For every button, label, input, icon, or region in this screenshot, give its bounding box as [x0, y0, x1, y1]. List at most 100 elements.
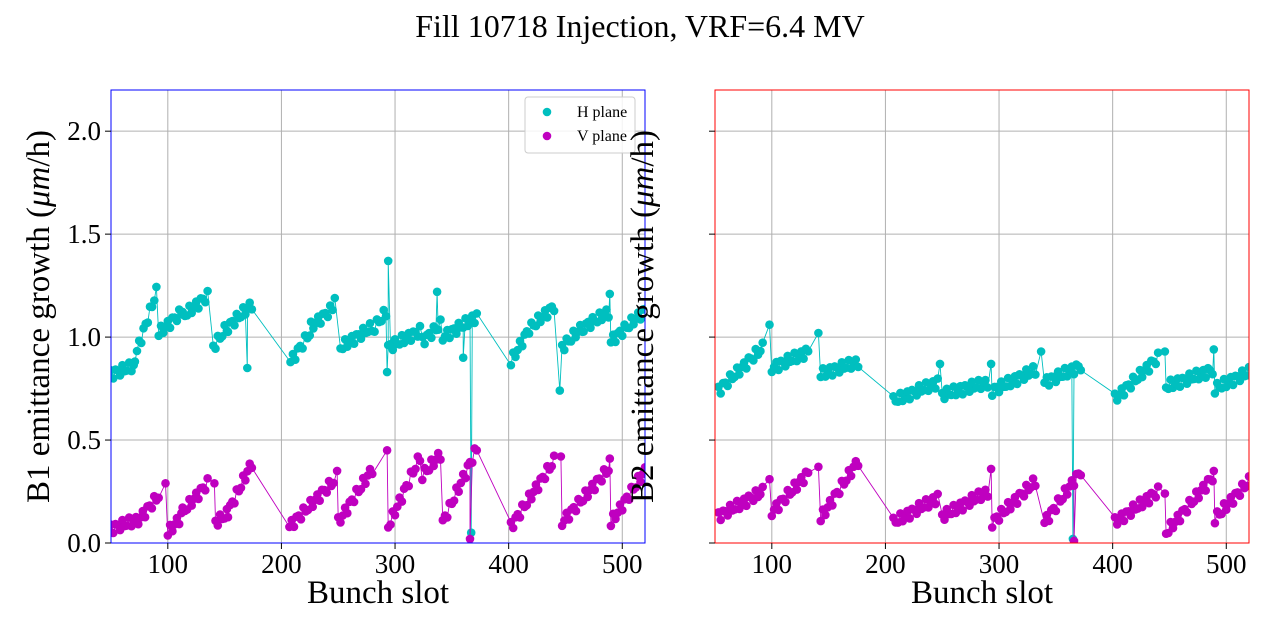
b2-v-plane-point [1175, 516, 1185, 526]
b1-h-plane-point [194, 304, 203, 313]
b1-v-plane-point [571, 506, 581, 516]
b1-h-plane-point [433, 325, 443, 335]
b1-h-plane-point [445, 333, 454, 343]
b1-v-plane-point [449, 496, 459, 506]
b1-v-plane-point [203, 474, 212, 483]
b1-h-plane-point [349, 339, 359, 349]
b1-v-plane-point [210, 479, 219, 488]
b2-v-plane-point [958, 506, 967, 515]
b2-h-plane-point [758, 338, 767, 348]
b2-v-plane-point [1244, 472, 1249, 481]
b1-v-plane-point [223, 512, 233, 522]
b1-y-axis-label-suffix: /h) [21, 130, 57, 167]
b2-h-plane-point [1175, 382, 1185, 392]
b1-v-plane-point [397, 497, 407, 506]
b2-v-plane-point [1051, 506, 1061, 516]
b1-v-plane-point [230, 499, 239, 508]
b2-h-plane-point [1069, 369, 1079, 379]
plot-b2: 100 200 300 400 500 Bunch slot B2 emittance gr… [625, 89, 1250, 611]
b2-frame [714, 89, 1250, 544]
b2-v-plane-point [981, 485, 990, 495]
b1-v-plane-point [597, 477, 606, 486]
b2-v-plane-point [765, 474, 774, 484]
b2-h-plane-point [1228, 380, 1238, 390]
b1-h-plane-series [111, 256, 645, 537]
b2-v-plane-point [976, 495, 986, 505]
b2-v-plane-point [905, 514, 914, 523]
b2-h-plane-point [1209, 345, 1219, 354]
b2-h-plane-point [986, 359, 996, 369]
b2-x-tick-label: 200 [865, 549, 906, 579]
b2-v-plane-point [835, 489, 844, 499]
b1-v-plane-point [636, 477, 645, 487]
b2-h-plane-point [933, 374, 942, 383]
b1-h-plane-point [150, 296, 159, 305]
b1-v-plane-point [604, 466, 613, 476]
b2-y-axis-label-prefix: B2 emittance growth ( [625, 207, 661, 503]
b2-v-plane-point [1126, 511, 1136, 520]
b2-v-plane-point [1062, 490, 1072, 499]
b2-h-plane-point [799, 354, 808, 364]
b1-v-plane-point [343, 508, 352, 518]
b1-h-plane-point [640, 304, 645, 314]
b1-h-plane-point [305, 331, 315, 340]
b1-h-plane-point [241, 310, 250, 319]
b1-h-plane-point [211, 344, 220, 354]
b2-v-plane-point [1160, 489, 1170, 498]
b2-h-plane-point [1036, 347, 1046, 356]
b1-h-plane-point [555, 386, 565, 395]
b2-h-plane-point [1126, 384, 1136, 393]
plot-b1: 100 200 300 400 500 0.0 0.5 1.0 1.5 2.0 Bunch slot… [21, 89, 646, 611]
b2-v-plane-point [1144, 498, 1154, 508]
b1-v-plane-point [329, 478, 339, 488]
b1-v-plane-point [533, 485, 543, 495]
b1-v-plane-point [332, 466, 342, 476]
b2-v-plane-point [1182, 508, 1192, 517]
b1-h-plane-point [230, 321, 239, 330]
b1-x-tick-label: 500 [602, 549, 643, 579]
b2-v-plane-point [1151, 493, 1161, 502]
b1-x-tick-label: 400 [488, 549, 529, 579]
b2-h-plane-point [1160, 347, 1170, 356]
b1-h-plane-point [298, 344, 307, 353]
b1-h-plane-point [406, 336, 416, 346]
b1-y-tick-label: 1.0 [67, 322, 101, 352]
b1-v-plane-point [194, 494, 203, 504]
b2-v-plane-point [1210, 518, 1220, 528]
b2-v-plane-point [1194, 493, 1203, 503]
b2-h-plane-point [1144, 367, 1154, 376]
b2-v-plane-point [774, 505, 783, 515]
b2-v-plane-point [781, 497, 790, 507]
b2-v-plane-point [1028, 474, 1038, 483]
b2-h-plane-point [981, 375, 990, 385]
b1-v-plane-point [443, 513, 452, 522]
b1-v-plane-point [415, 456, 425, 466]
b2-h-plane-point [735, 370, 744, 379]
b1-v-plane-point [201, 486, 210, 495]
b1-x-tick-label: 100 [148, 549, 189, 579]
b1-v-plane-point [296, 515, 306, 524]
b1-x-tick-label: 200 [261, 549, 302, 579]
b1-h-plane-point [381, 311, 391, 321]
b2-h-plane-point [1210, 389, 1220, 398]
b1-h-plane-point [203, 286, 212, 296]
b1-h-plane-point [243, 363, 252, 373]
b2-v-plane-point [987, 523, 997, 532]
b2-v-plane-point [1228, 499, 1238, 508]
b2-grid [715, 90, 1249, 544]
b2-h-plane-series [715, 320, 1249, 543]
b1-h-plane-point [137, 338, 146, 348]
b1-v-plane-point [564, 515, 574, 524]
b1-h-plane-point [602, 305, 611, 314]
b2-v-plane-point [986, 464, 996, 474]
b2-v-plane-point [940, 515, 949, 524]
b2-v-plane-point [1006, 504, 1015, 514]
b1-h-plane-point [618, 331, 627, 341]
b2-h-plane-point [1119, 391, 1129, 400]
b1-v-plane-point [433, 448, 443, 458]
b2-h-plane-point [1201, 373, 1210, 383]
b2-v-plane-point [1235, 491, 1245, 501]
b2-v-plane-point [1012, 499, 1022, 509]
b2-h-plane-point [1076, 365, 1086, 375]
